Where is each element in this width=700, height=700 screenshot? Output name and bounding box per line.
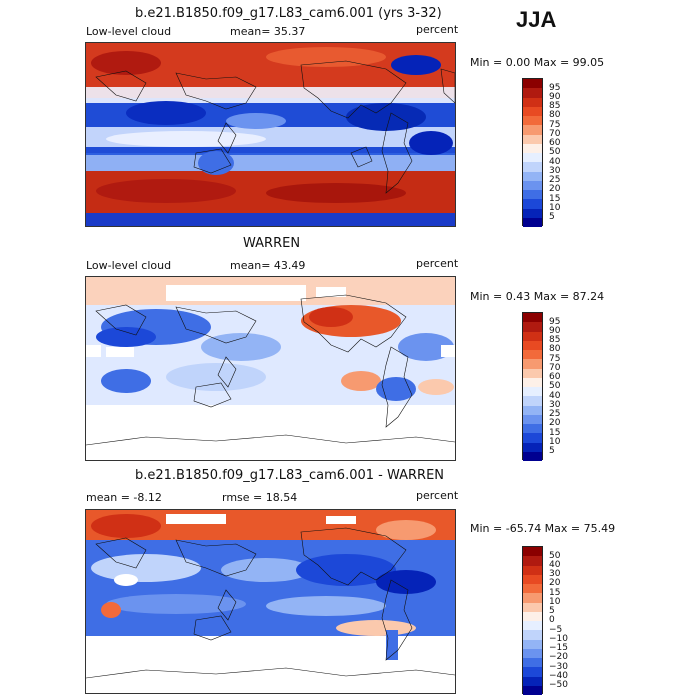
panel1-tick: 75	[549, 120, 561, 130]
panel3-units-label: percent	[416, 489, 459, 502]
panel3-tick: −10	[549, 634, 568, 644]
panel3-tick: 50	[549, 551, 561, 561]
panel3-tick: 15	[549, 588, 561, 598]
panel1-tick: 15	[549, 194, 561, 204]
panel1-mean-label: mean= 35.37	[230, 25, 306, 38]
panel3-rmse-label: rmse = 18.54	[222, 491, 298, 504]
panel3-tick: 20	[549, 578, 561, 588]
panel3-tick: 5	[549, 606, 555, 616]
panel3-tick: −20	[549, 652, 568, 662]
panel2-map	[85, 276, 456, 461]
panel3-tick: −40	[549, 671, 568, 681]
panel2-tick: 15	[549, 428, 561, 438]
panel1-tick: 90	[549, 92, 561, 102]
panel1-tick: 30	[549, 166, 561, 176]
panel3-minmax: Min = -65.74 Max = 75.49	[470, 522, 616, 535]
panel1-tick: 80	[549, 110, 561, 120]
panel2-tick: 75	[549, 354, 561, 364]
panel1-variable-label: Low-level cloud	[86, 25, 172, 38]
panel1-tick: 25	[549, 175, 561, 185]
panel3-tick: 0	[549, 615, 555, 625]
panel3-tick: 10	[549, 597, 561, 607]
panel3-tick: 40	[549, 560, 561, 570]
panel2-tick: 85	[549, 335, 561, 345]
panel2-tick: 10	[549, 437, 561, 447]
panel2-tick: 60	[549, 372, 561, 382]
panel2-colorbar	[522, 312, 543, 461]
panel2-tick: 70	[549, 363, 561, 373]
panel1-tick: 20	[549, 184, 561, 194]
season-label: JJA	[516, 7, 557, 32]
panel1-tick: 10	[549, 203, 561, 213]
panel3-tick: −30	[549, 662, 568, 672]
panel3-tick: −15	[549, 643, 568, 653]
panel2-title: WARREN	[243, 236, 301, 251]
panel1-colorbar	[522, 78, 543, 227]
panel1-tick: 85	[549, 101, 561, 111]
panel2-tick: 20	[549, 418, 561, 428]
panel2-tick: 50	[549, 381, 561, 391]
panel3-tick: −5	[549, 625, 563, 635]
panel2-tick: 30	[549, 400, 561, 410]
panel2-tick: 25	[549, 409, 561, 419]
panel1-tick: 40	[549, 157, 561, 167]
panel3-tick: −50	[549, 680, 568, 690]
panel1-units-label: percent	[416, 23, 459, 36]
panel1-tick: 70	[549, 129, 561, 139]
panel1-tick: 60	[549, 138, 561, 148]
panel2-tick: 40	[549, 391, 561, 401]
panel3-title: b.e21.B1850.f09_g17.L83_cam6.001 - WARRE…	[135, 468, 445, 483]
panel2-tick: 95	[549, 317, 561, 327]
panel1-minmax: Min = 0.00 Max = 99.05	[470, 56, 605, 69]
panel3-tick: 30	[549, 569, 561, 579]
panel2-tick: 5	[549, 446, 555, 456]
panel1-title: b.e21.B1850.f09_g17.L83_cam6.001 (yrs 3-…	[135, 6, 442, 21]
panel2-tick: 90	[549, 326, 561, 336]
panel3-mean-label: mean = -8.12	[86, 491, 162, 504]
panel2-units-label: percent	[416, 257, 459, 270]
panel3-colorbar	[522, 546, 543, 695]
panel1-tick: 50	[549, 147, 561, 157]
panel3-map	[85, 509, 456, 694]
panel2-variable-label: Low-level cloud	[86, 259, 172, 272]
panel1-tick: 5	[549, 212, 555, 222]
panel2-tick: 80	[549, 344, 561, 354]
panel2-mean-label: mean= 43.49	[230, 259, 306, 272]
panel1-map	[85, 42, 456, 227]
panel2-minmax: Min = 0.43 Max = 87.24	[470, 290, 605, 303]
panel1-tick: 95	[549, 83, 561, 93]
